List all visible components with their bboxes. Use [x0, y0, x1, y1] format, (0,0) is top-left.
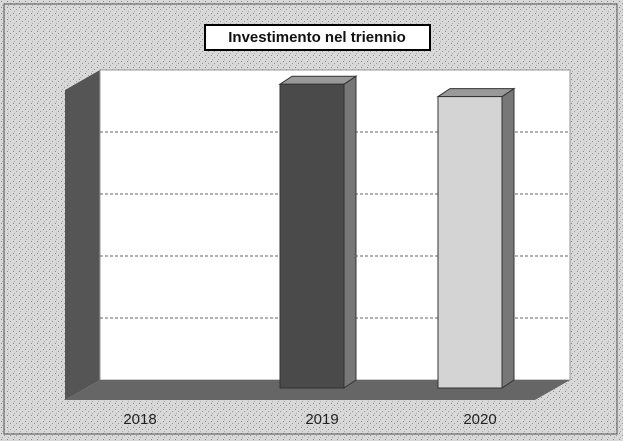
x-tick-label: 2018 [123, 411, 156, 428]
x-tick-label: 2020 [463, 411, 496, 428]
bar [437, 96, 503, 389]
chart-title: Investimento nel triennio [228, 29, 406, 46]
left-wall [65, 70, 100, 400]
bar-side [343, 75, 357, 389]
bar-top [436, 88, 516, 98]
bar-side [501, 87, 515, 389]
title-box [204, 24, 431, 51]
bar [279, 83, 345, 389]
frame [3, 3, 618, 435]
x-tick-label: 2019 [305, 411, 338, 428]
bar-top [278, 75, 358, 85]
